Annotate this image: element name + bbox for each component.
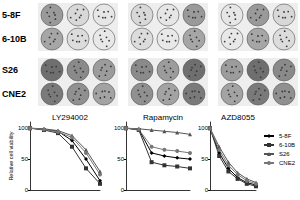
svg-text:LY294002: LY294002 bbox=[52, 113, 88, 122]
svg-text:50: 50 bbox=[117, 156, 124, 162]
svg-text:100: 100 bbox=[198, 125, 209, 131]
svg-text:5-8F: 5-8F bbox=[279, 133, 292, 139]
svg-text:50: 50 bbox=[201, 156, 208, 162]
svg-text:6-10B: 6-10B bbox=[2, 34, 27, 44]
svg-text:AZD8055: AZD8055 bbox=[221, 113, 255, 122]
svg-text:S26: S26 bbox=[279, 151, 290, 157]
svg-text:Rapamycin: Rapamycin bbox=[143, 113, 183, 122]
svg-text:0: 0 bbox=[25, 187, 29, 193]
svg-text:100: 100 bbox=[114, 125, 125, 131]
svg-text:S26: S26 bbox=[2, 65, 18, 75]
svg-text:CNE2: CNE2 bbox=[279, 160, 296, 166]
svg-text:100: 100 bbox=[18, 125, 29, 131]
svg-text:0: 0 bbox=[121, 187, 125, 193]
svg-text:Relative cell viability: Relative cell viability bbox=[8, 131, 14, 180]
svg-text:0: 0 bbox=[205, 187, 209, 193]
svg-text:6-10B: 6-10B bbox=[279, 142, 295, 148]
svg-text:5-8F: 5-8F bbox=[2, 10, 21, 20]
svg-text:CNE2: CNE2 bbox=[2, 89, 26, 99]
svg-text:50: 50 bbox=[21, 156, 28, 162]
